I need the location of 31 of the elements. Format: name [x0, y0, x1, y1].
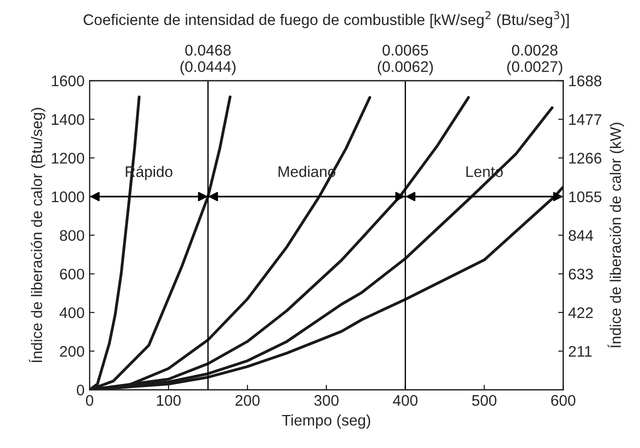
x-tick-label: 400	[392, 395, 418, 406]
y-tick-label: 1600	[52, 76, 84, 86]
y-tick-label: 1200	[52, 152, 84, 164]
y2-tick-label: 211	[568, 346, 592, 357]
y2-tick-label: 1688	[569, 76, 602, 86]
y2-tick-label: 633	[568, 268, 593, 280]
y-tick-label: 1400	[52, 114, 84, 125]
x-tick-label: 500	[472, 395, 496, 406]
y-tick-label: 600	[60, 268, 84, 280]
y2-tick-label: 1477	[569, 114, 602, 125]
y-tick-label: 0	[76, 384, 84, 396]
y-tick-label: 400	[60, 307, 84, 318]
text: 0.0065 (0.0062)	[378, 44, 433, 76]
y-axis-title: Índice de liberación de calor (Btu/seg)	[28, 108, 46, 362]
y2-axis-title: Índice de liberación de calor (kW)	[608, 122, 624, 348]
x-tick-label: 200	[235, 395, 260, 406]
text: 0.0468 (0.0444)	[180, 44, 236, 76]
y-tick-label: 800	[60, 230, 84, 241]
y2-tick-label: 844	[568, 230, 594, 241]
y2-tick-label: 422	[568, 307, 593, 318]
x-tick-label: 0	[86, 395, 94, 406]
y-tick-label: 200	[60, 346, 84, 357]
text: 0.0028 (0.0027)	[507, 44, 562, 76]
x-axis-title: Tiempo (seg)	[282, 414, 370, 429]
x-tick-label: 300	[314, 395, 339, 406]
y2-tick-label: 1055	[569, 191, 602, 202]
x-tick-label: 600	[551, 395, 576, 406]
x-tick-label: 100	[156, 395, 181, 406]
y-tick-label: 1000	[52, 191, 84, 202]
chart-title: Coeficiente de intensidad de fuego de combustible [kW/seg$^{2}$ (Btu/seg$^{3}$)]	[84, 11, 569, 28]
y2-tick-label: 1266	[569, 152, 602, 164]
